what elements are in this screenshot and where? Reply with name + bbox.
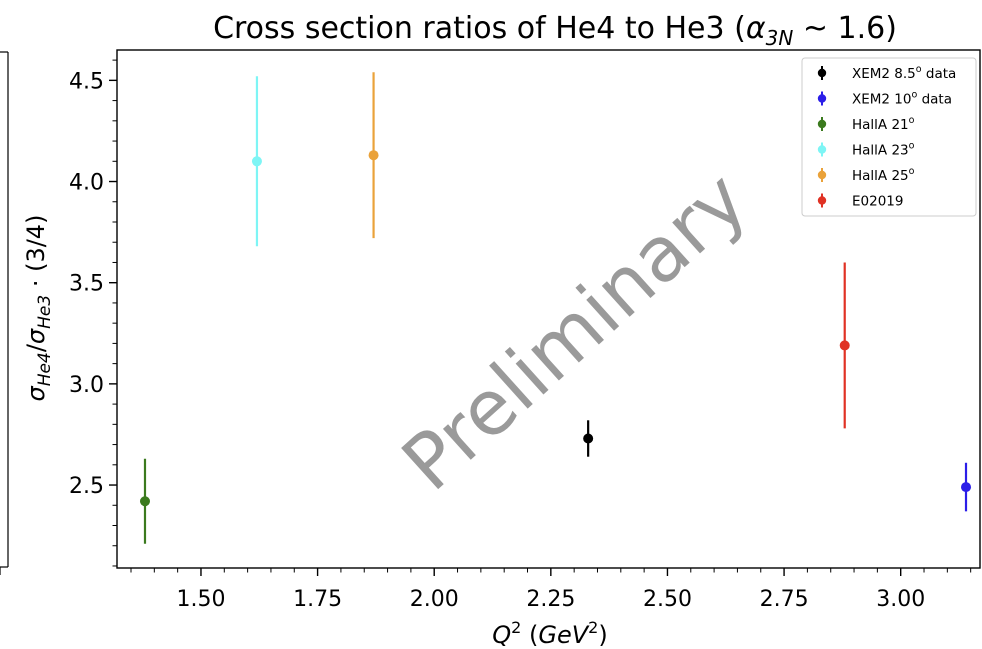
legend-label: HallA 21o: [852, 115, 915, 133]
points-layer: [139, 72, 972, 544]
legend-entries: XEM2 8.5o data XEM2 10o data HallA 21o Hall…: [817, 64, 956, 210]
x-tick-label: 1.75: [293, 587, 342, 612]
legend-marker: [817, 68, 827, 78]
y-tick-label: 2.5: [69, 474, 104, 499]
x-axis-label: Q2 (GeV2): [492, 618, 607, 649]
legend-marker: [817, 145, 827, 154]
plot-frame: [116, 49, 981, 569]
legend-marker: [817, 119, 827, 129]
data-point: [839, 340, 850, 351]
legend-label: XEM2 10o data: [852, 90, 952, 108]
x-tick-label: 1.50: [176, 587, 225, 612]
y-tick-label: 4.0: [69, 171, 104, 196]
data-point: [583, 433, 594, 444]
data-point: [251, 156, 262, 167]
watermark-text: Preliminary: [385, 154, 763, 507]
legend-marker: [817, 94, 827, 103]
x-tick-label: 2.25: [526, 587, 575, 612]
chart-title: Cross section ratios of He4 to He3 (α3N …: [213, 11, 897, 50]
data-point: [368, 150, 379, 161]
data-point: [139, 496, 150, 507]
legend-marker: [817, 196, 827, 205]
legend-label: HallA 23o: [852, 141, 915, 159]
legend-label: HallA 25o: [852, 166, 915, 184]
legend-label: E02019: [852, 194, 903, 210]
legend-marker: [817, 170, 827, 180]
legend-label: XEM2 8.5o data: [852, 64, 956, 82]
legend: XEM2 8.5o data XEM2 10o data HallA 21o Hall…: [801, 57, 977, 217]
x-tick-label: 2.75: [760, 587, 809, 612]
legend-box: [801, 57, 977, 217]
ticks-layer: 1.50 1.75 2.00 2.25 2.50 2.75 3.00 2.5 3.0 3.5 4.0…: [69, 59, 972, 612]
x-tick-label: 3.00: [876, 587, 925, 612]
x-tick-label: 2.50: [643, 587, 692, 612]
x-tick-label: 2.00: [410, 587, 459, 612]
y-axis-label: σHe4/σHe3 · (3/4): [22, 215, 55, 402]
y-tick-label: 4.5: [69, 69, 104, 94]
y-tick-label: 3.0: [69, 373, 104, 398]
data-point: [961, 482, 972, 493]
adjacent-panel-edge: [0, 51, 9, 575]
y-tick-label: 3.5: [69, 272, 104, 297]
